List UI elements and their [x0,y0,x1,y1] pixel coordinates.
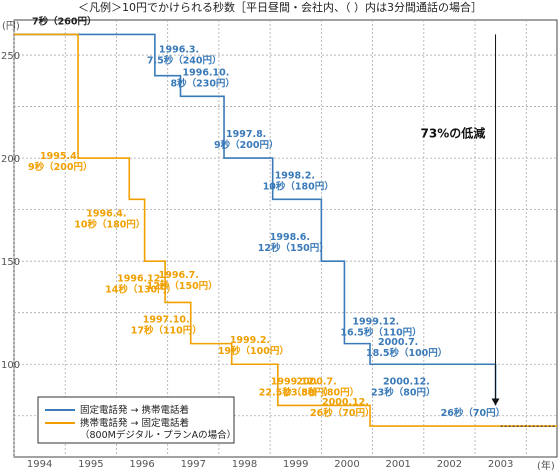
annotation: 1998.6.12秒（150円） [258,232,329,254]
legend-box [37,396,235,444]
annotation-date: 2000.7. [296,376,336,387]
annotation-date: 1998.2. [275,170,315,181]
legend-entry-mobile-note: （800Mデジタル・プランAの場合） [80,429,236,441]
y-axis-label: (円) [2,21,20,32]
annotation: 1996.3.7.5秒（240円） [147,45,222,67]
x-tick-label: 1998 [232,459,257,470]
annotation: 1996.10.8秒（230円） [170,67,234,89]
annotation: 1996.7.12秒（150円） [147,270,218,292]
series-fixed-to-mobile [14,33,497,406]
annotation-value: 18.5秒（100円） [366,347,447,359]
annotation: 1998.2.10秒（180円） [263,170,334,192]
annotation-value: 22.5秒（80円） [259,386,334,398]
annotation-value: 12秒（150円） [258,242,329,254]
x-tick-labels: 1994 1995 1996 1997 1998 1999 2000 2001 2002 2003 [27,459,513,470]
annotation: 2000.7.18.5秒（100円） [366,337,447,359]
annotation-value: 14秒（130円） [105,283,176,295]
legend: 固定電話発 → 携帯電話着 携帯電話発 → 固定電話着 （800Mデジタル・プラ… [37,396,236,444]
annotation-date: 2000.12. [383,376,430,387]
annotation-date: 1999.2. [230,335,270,346]
annotation-date: 1996.7. [159,270,199,281]
plot-area [13,19,558,458]
y-tick-label: 250 [1,51,20,62]
annotation-value: 10秒（180円） [263,180,334,192]
legend-entry-fixed: 固定電話発 → 携帯電話着 [80,404,189,416]
annotation-value: 10秒（180円） [74,218,145,230]
series-layer [14,33,557,427]
annotation: 1999.12.16.5秒（110円） [340,317,421,339]
annotation: 1996.4.10秒（180円） [74,208,145,230]
annotation-value: 17秒（110円） [131,325,202,337]
annotation-date: 1997.8. [226,129,266,140]
annotation-date: 1996.10. [182,67,229,78]
annotation-value: 23秒（80円） [371,386,435,398]
annotation-date: 1997.10. [143,315,190,326]
annotation: 2000.7.23.5秒（80円） [284,376,359,398]
x-tick-label: 1999 [283,459,308,470]
annotation-date: 1998.6. [270,232,310,243]
annotation: 1997.10.17秒（110円） [131,315,202,337]
annotation-value: 9秒（200円） [28,161,92,173]
x-tick-label: 1996 [129,459,154,470]
y-tick-label: 150 [1,257,20,268]
reduction-annotation: 73%の低減 [421,34,555,427]
reduction-label: 73%の低減 [421,125,486,140]
annotation: 1999.2.19秒（100円） [218,335,289,357]
annotation-date: 1996.4. [86,208,126,219]
chart-title: ＜凡例＞10円でかけられる秒数［平日昼間・会社内、（ ）内は3分間通話の場合］ [78,0,482,14]
x-tick-label: 2002 [437,459,462,470]
annotation-value: 26秒（70円） [310,407,374,419]
annotation-date: 1999.12. [271,376,318,387]
y-tick-label: 200 [1,154,20,165]
annotation-date: 1996.12. [117,273,164,284]
annotation-value: 19秒（100円） [218,345,289,357]
annotation-value: 23.5秒（80円） [284,386,359,398]
annotation-date: 1996.3. [159,45,199,56]
reduction-arrow-head [491,398,500,406]
x-tick-label: 2000 [334,459,359,470]
x-tick-label: 1994 [27,459,52,470]
annotations: 7秒（260円） 1996.3.7.5秒（240円）1996.10.8秒（230円… [28,15,505,419]
x-tick-label: 1995 [78,459,103,470]
annotation-value: 9秒（200円） [214,139,278,151]
series-mobile-to-fixed [14,33,557,427]
annotation: 1995.4.9秒（200円） [28,151,92,173]
annotation: 2000.12.23秒（80円） [371,376,435,398]
annotation: 2000.12.26秒（70円） [310,397,374,419]
annotation: 7秒（260円） [32,15,96,27]
annotation-date: 2000.7. [378,337,418,348]
annotation-date: 2000.12. [322,397,369,408]
annotation-value: 12秒（150円） [147,280,218,292]
annotation-value: 26秒（70円） [441,407,505,419]
legend-entry-mobile: 携帯電話発 → 固定電話着 [80,417,189,429]
annotation-value: 16.5秒（110円） [340,327,421,339]
x-tick-label: 1997 [181,459,206,470]
y-tick-label: 100 [1,360,20,371]
annotation-value: 8秒（230円） [170,77,234,89]
x-axis-label: (年) [537,459,555,470]
annotation: 1996.12.14秒（130円） [105,273,176,295]
annotation: 1999.12.22.5秒（80円） [259,376,334,398]
annotation-date: 1999.12. [352,317,399,328]
x-tick-label: 2001 [385,459,410,470]
annotation: 1997.8.9秒（200円） [214,129,278,151]
annotation: 26秒（70円） [441,407,505,419]
x-tick-label: 2003 [488,459,513,470]
annotation-value: 7秒（260円） [32,15,96,27]
annotation-value: 7.5秒（240円） [147,55,222,67]
y-tick-labels: 100 150 200 250 [1,51,20,371]
grid [13,20,557,457]
annotation-date: 1995.4. [40,151,80,162]
